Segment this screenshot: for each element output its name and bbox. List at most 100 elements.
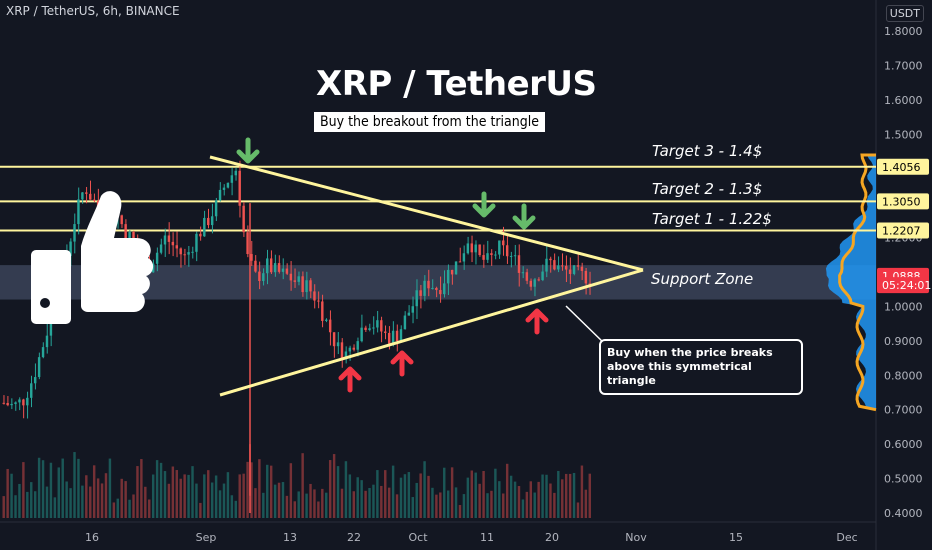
volume-bar <box>348 474 352 518</box>
volume-bar <box>120 478 123 518</box>
volume-bar <box>376 470 379 518</box>
down-arrow-icon <box>512 203 536 230</box>
candle-body <box>513 255 517 257</box>
volume-bar <box>336 466 340 518</box>
candle-body <box>293 280 296 282</box>
candle-body <box>151 263 155 273</box>
candle-body <box>435 287 438 291</box>
volume-bar <box>427 475 430 518</box>
candle-body <box>588 283 591 285</box>
volume-bar <box>92 465 96 518</box>
breakout-note: Buy when the price breaks above this sym… <box>599 339 803 395</box>
candle-body <box>576 265 580 267</box>
candle-body <box>242 205 245 233</box>
candle-body <box>498 240 501 255</box>
volume-bar <box>10 473 13 518</box>
thumbs-up-icon <box>31 191 154 324</box>
time-tick-label: Dec <box>836 531 857 544</box>
volume-bar <box>293 501 296 518</box>
symbol-header[interactable]: XRP / TetherUS, 6h, BINANCE <box>6 4 180 18</box>
volume-bar <box>317 501 320 518</box>
volume-bar <box>163 471 167 518</box>
candle-body <box>462 253 466 262</box>
candle-body <box>568 269 572 274</box>
triangle-lower-line <box>219 268 644 397</box>
candle-body <box>521 272 525 274</box>
volume-bar <box>494 468 497 518</box>
candle-body <box>195 233 198 252</box>
volume-bar <box>96 478 100 518</box>
volume-bar <box>344 461 348 518</box>
volume-bar <box>77 458 80 518</box>
time-tick-label: Nov <box>625 531 647 544</box>
volume-bar <box>513 481 517 518</box>
candle-body <box>214 200 218 217</box>
time-tick-label: 16 <box>85 531 99 544</box>
candle-body <box>321 301 324 321</box>
note-pointer-line <box>565 305 607 346</box>
price-tag <box>877 158 929 175</box>
time-tick-label: 13 <box>283 531 297 544</box>
volume-bar <box>128 499 131 518</box>
volume-bar <box>462 494 466 518</box>
candle-body <box>234 170 237 176</box>
candle-body <box>69 241 72 256</box>
candle-body <box>344 351 348 360</box>
candle-body <box>266 258 269 274</box>
candle-body <box>391 330 395 344</box>
price-tick-label: 1.7000 <box>884 59 923 72</box>
volume-bar <box>439 492 442 518</box>
note-line-2: above this symmetrical triangle <box>607 360 752 387</box>
volume-bar <box>297 491 300 518</box>
candle-body <box>207 217 210 226</box>
time-tick-label: Oct <box>408 531 428 544</box>
volume-bar <box>301 453 304 518</box>
candle-body <box>22 399 25 406</box>
up-arrow-icon <box>338 366 362 393</box>
price-tag <box>877 277 929 294</box>
volume-bar <box>124 481 127 518</box>
price-tag-label: 05:24:01 <box>882 279 931 292</box>
candle-body <box>529 280 532 287</box>
volume-bar <box>100 483 104 518</box>
volume-bar <box>521 499 525 518</box>
candle-body <box>395 330 399 342</box>
volume-bar <box>478 483 481 518</box>
volume-bar <box>309 483 312 518</box>
candle-body <box>187 252 190 255</box>
price-tick-label: 0.7000 <box>884 404 923 417</box>
volume-bar <box>517 486 521 518</box>
candle-body <box>183 254 186 256</box>
volume-bar <box>505 463 509 518</box>
candle-body <box>533 279 536 287</box>
candle-body <box>364 327 367 330</box>
candle-body <box>163 235 167 245</box>
volume-bar <box>230 495 234 518</box>
volume-bar <box>187 474 190 518</box>
volume-bar <box>266 464 269 518</box>
volume-bar <box>502 493 505 518</box>
candle-body <box>517 255 521 273</box>
candle-body <box>431 287 434 289</box>
currency-badge[interactable]: USDT <box>885 5 924 22</box>
candle-body <box>356 341 359 350</box>
candle-body <box>124 224 127 240</box>
candle-body <box>33 377 37 384</box>
volume-bar <box>588 473 591 518</box>
candle-body <box>348 347 352 352</box>
candle-body <box>443 283 446 295</box>
candle-body <box>317 300 320 302</box>
candle-body <box>179 248 182 255</box>
candle-body <box>159 244 163 253</box>
price-tick-label: 1.8000 <box>884 25 923 38</box>
candle-body <box>305 280 308 293</box>
candle-body <box>203 217 206 237</box>
volume-bar <box>525 491 529 518</box>
down-arrow-icon <box>236 137 260 164</box>
price-tick-label: 0.6000 <box>884 438 923 451</box>
candle-body <box>561 265 564 267</box>
volume-bar <box>132 494 135 518</box>
volume-bar <box>490 490 493 518</box>
volume-bar <box>30 482 33 518</box>
